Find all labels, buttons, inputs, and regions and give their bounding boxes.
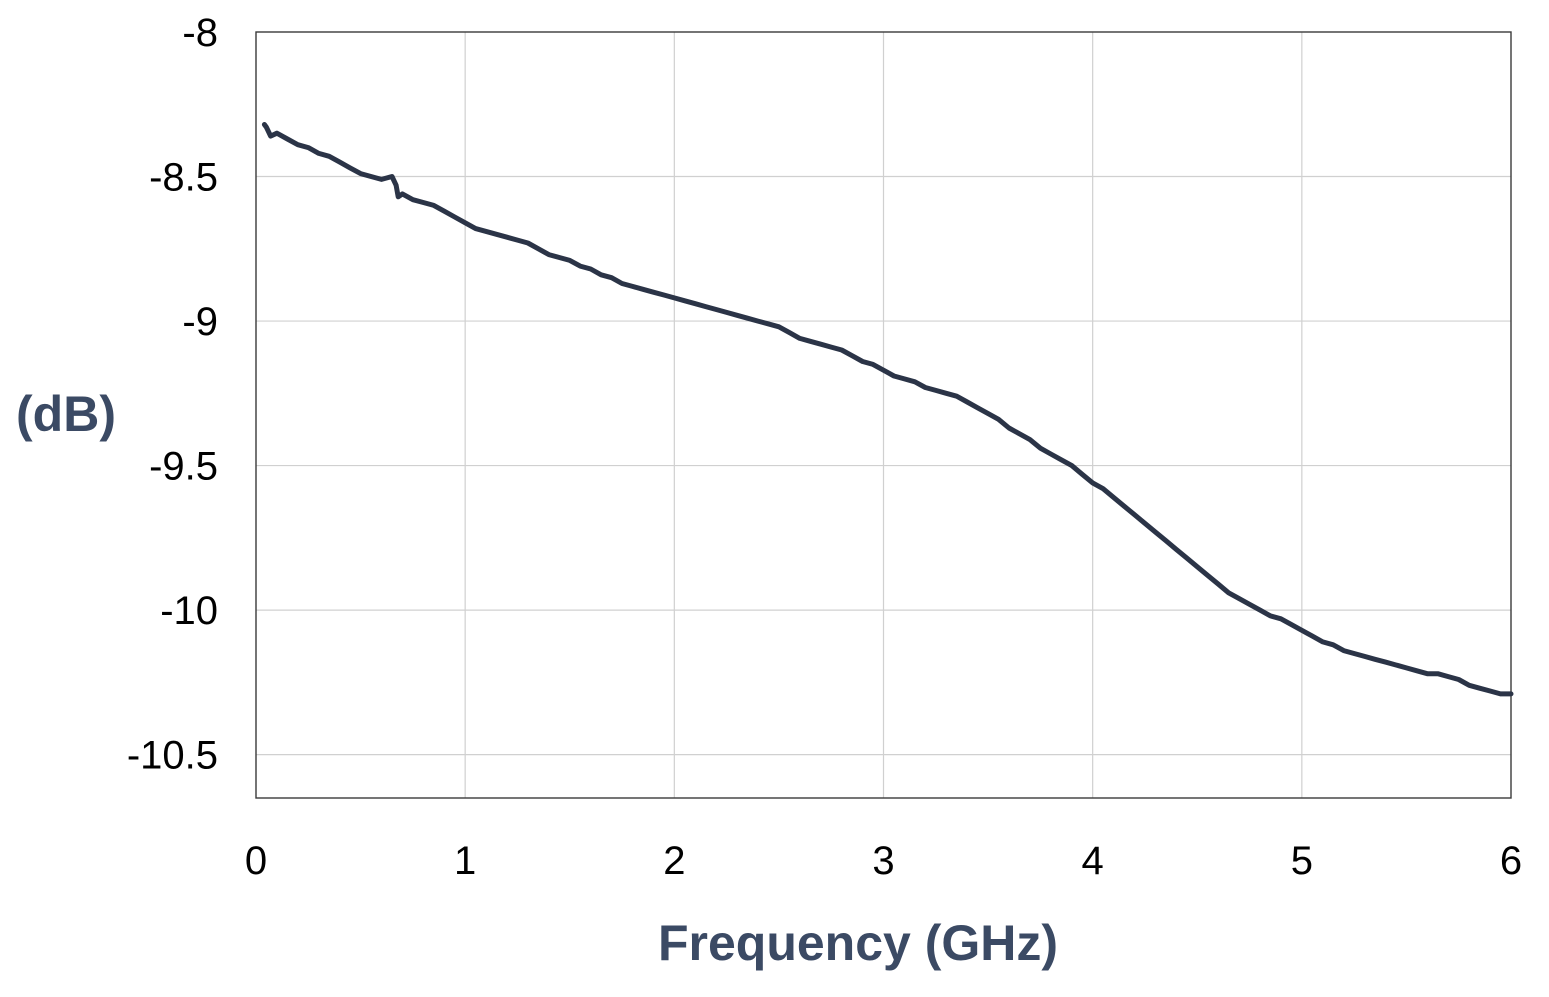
- y-tick-label: -10.5: [127, 734, 218, 778]
- y-axis-title: (dB): [16, 386, 116, 442]
- x-tick-label: 0: [245, 839, 267, 883]
- y-tick-label: -9: [182, 300, 218, 344]
- x-tick-label: 1: [454, 839, 476, 883]
- x-tick-label: 6: [1500, 839, 1522, 883]
- x-tick-label: 3: [872, 839, 894, 883]
- series-layer: [261, 122, 1514, 697]
- y-tick-label: -9.5: [149, 445, 218, 489]
- x-tick-label: 5: [1291, 839, 1313, 883]
- x-tick-labels: 0 1 2 3 4 5 6: [245, 839, 1522, 883]
- x-tick-label: 4: [1082, 839, 1104, 883]
- y-tick-label: -10: [160, 589, 218, 633]
- grid-lines: [256, 32, 1511, 798]
- x-axis-title: Frequency (GHz): [658, 915, 1058, 971]
- y-tick-label: -8.5: [149, 156, 218, 200]
- y-tick-label: -8: [182, 11, 218, 55]
- y-tick-labels: -8 -8.5 -9 -9.5 -10 -10.5: [127, 11, 218, 778]
- series-line: [261, 122, 1514, 697]
- plot-area: [255, 31, 1512, 799]
- x-tick-label: 2: [663, 839, 685, 883]
